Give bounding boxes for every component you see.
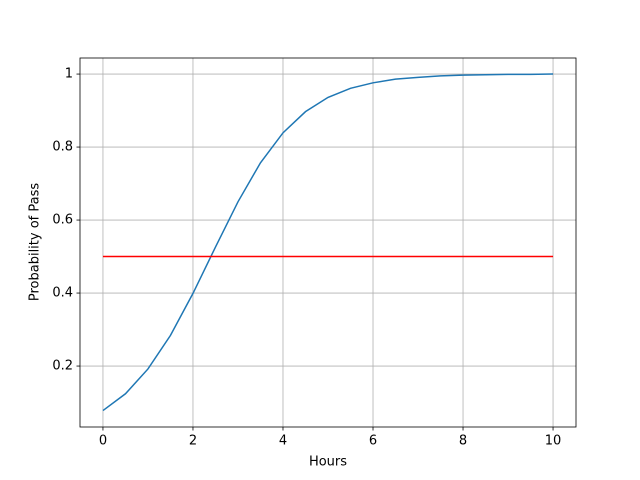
y-tick-label: 0.4 — [52, 286, 73, 301]
y-tick-label: 0.8 — [52, 140, 73, 155]
x-tick-label: 2 — [189, 434, 197, 449]
y-tick-label: 0.6 — [52, 213, 73, 228]
y-tick-label: 0.2 — [52, 359, 73, 374]
y-axis-label: Probability of Pass — [28, 183, 43, 302]
x-tick-label: 4 — [279, 434, 287, 449]
x-tick-label: 10 — [545, 434, 562, 449]
x-tick-label: 8 — [459, 434, 467, 449]
x-tick-label: 6 — [369, 434, 377, 449]
y-tick-label: 1 — [65, 67, 73, 82]
data-line — [102, 73, 554, 412]
x-tick-label: 0 — [99, 434, 107, 449]
x-axis-label: Hours — [309, 455, 347, 470]
plot-frame — [79, 57, 577, 428]
